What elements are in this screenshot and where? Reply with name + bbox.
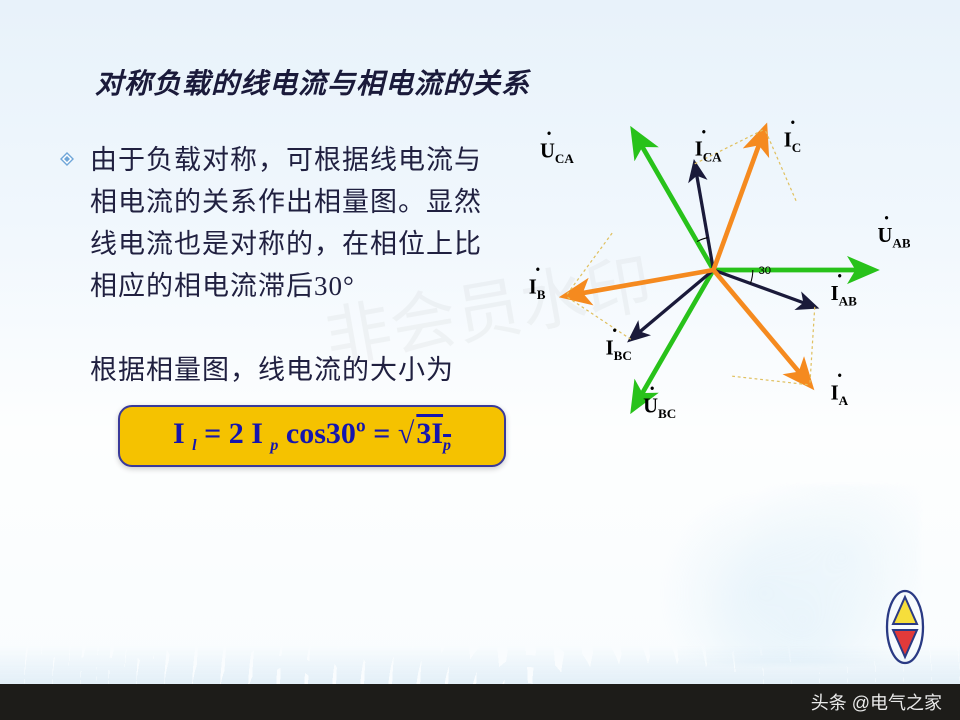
formula-root-sub: p <box>443 437 451 454</box>
angle-label: 30 <box>758 265 771 277</box>
label-I_BC: IBC <box>606 337 632 363</box>
formula-mid: cos30º = <box>286 417 398 450</box>
dot-I_AB: · <box>836 266 843 288</box>
formula-eq1: = 2 I <box>204 417 270 450</box>
formula-root-sym: √ <box>398 417 414 450</box>
dot-U_CA: · <box>546 124 553 146</box>
vector-U_BC <box>634 270 714 408</box>
bullet-icon <box>60 152 74 166</box>
formula-mid-sub: p <box>270 437 278 454</box>
helper-line <box>566 233 612 296</box>
slide-title: 对称负载的线电流与相电流的关系 <box>95 62 530 102</box>
footer-bar: 头条 @电气之家 <box>0 684 960 720</box>
formula-lhs-var: I <box>173 417 185 450</box>
dot-I_CA: · <box>700 122 707 144</box>
dot-U_BC: · <box>649 379 656 401</box>
formula-expression: I l = 2 I p cos30º = √3Ip <box>173 417 451 455</box>
body-paragraph-1: 由于负载对称，可根据线电流与相电流的关系作出相量图。显然线电流也是对称的，在相位… <box>90 140 500 307</box>
label-I_CA: ICA <box>695 139 722 165</box>
formula-root-content: 3I <box>416 417 443 450</box>
formula-box: I l = 2 I p cos30º = √3Ip <box>118 405 506 467</box>
dot-U_AB: · <box>883 208 890 230</box>
dot-I_B: · <box>534 260 541 282</box>
label-I_AB: IAB <box>831 283 857 309</box>
vector-I_B <box>566 270 714 296</box>
helper-line <box>566 296 631 339</box>
nav-icon[interactable] <box>884 588 926 666</box>
dot-I_BC: · <box>611 321 618 343</box>
dot-I_C: · <box>789 120 796 134</box>
footer-text: 头条 @电气之家 <box>811 689 942 715</box>
cloud-background-decor <box>660 485 920 665</box>
dot-I_A: · <box>836 366 843 388</box>
formula-lhs-sub: l <box>192 437 196 454</box>
helper-line <box>732 376 810 385</box>
phasor-diagram: 30UAB·UBC·UCA·IAB·IBC·ICA·IA·IB·IC· <box>470 120 910 420</box>
helper-line <box>810 307 815 385</box>
